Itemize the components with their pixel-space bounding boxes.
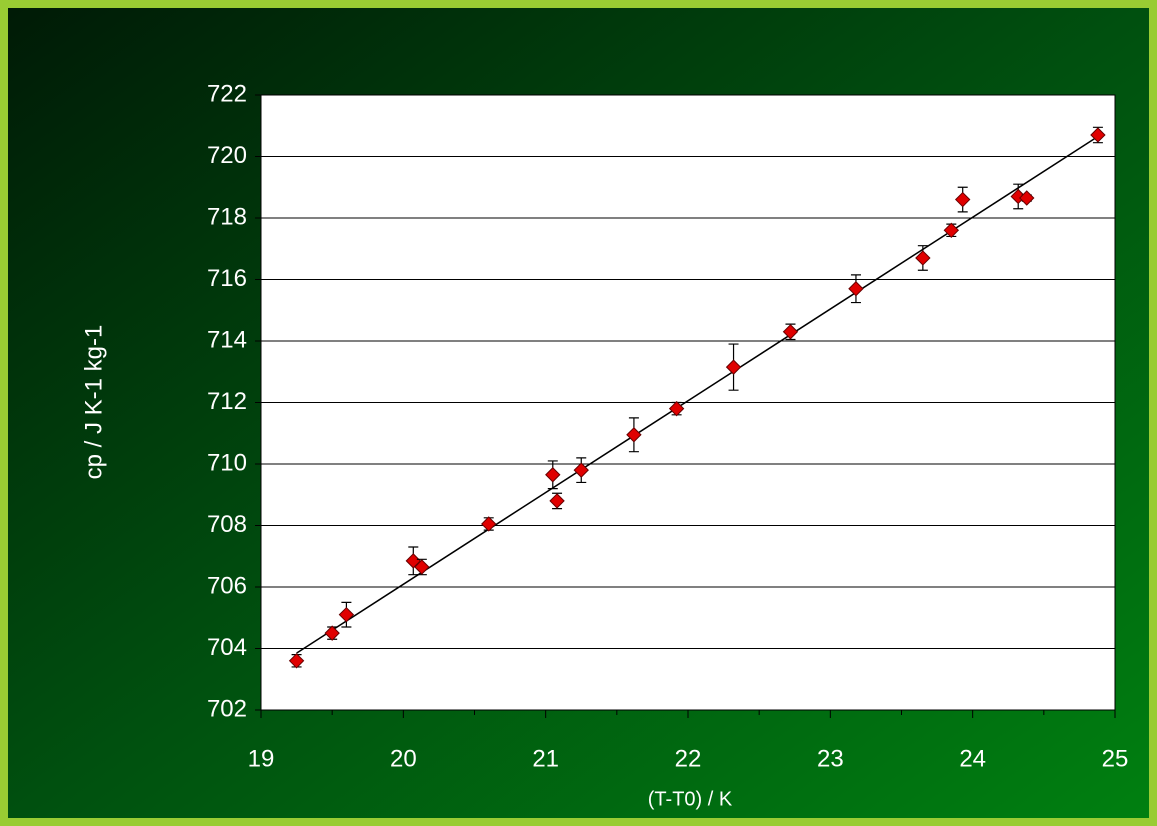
x-tick-label: 24 <box>959 745 986 772</box>
data-point <box>782 324 799 340</box>
y-tick-label: 704 <box>207 634 247 661</box>
fit-line <box>296 135 1099 654</box>
y-axis-label: cp / J K-1 kg-1 <box>80 325 107 480</box>
data-point <box>943 222 960 239</box>
data-point <box>848 281 864 297</box>
data-point <box>725 359 742 375</box>
y-tick-label: 720 <box>207 142 247 169</box>
y-tick-label: 702 <box>207 695 247 722</box>
x-tick-label: 22 <box>675 745 702 772</box>
plot-frame <box>260 94 1116 711</box>
data-point <box>915 250 931 266</box>
y-tick-label: 708 <box>207 511 247 538</box>
x-tick-label: 21 <box>532 745 559 772</box>
y-tick-label: 718 <box>207 203 247 230</box>
data-point <box>549 493 565 509</box>
data-point <box>288 653 305 669</box>
data-point <box>626 427 642 443</box>
data-point <box>954 191 971 208</box>
y-tick-label: 712 <box>207 388 247 415</box>
x-tick-label: 25 <box>1102 745 1129 772</box>
x-tick-label: 19 <box>248 745 275 772</box>
data-point <box>573 462 589 478</box>
data-point <box>1090 127 1106 143</box>
y-tick-label: 716 <box>207 265 247 292</box>
x-tick-label: 23 <box>817 745 844 772</box>
data-point <box>481 516 497 532</box>
data-point <box>338 606 355 623</box>
data-point <box>1019 190 1035 206</box>
y-tick-label: 710 <box>207 449 247 476</box>
y-tick-label: 714 <box>207 326 247 353</box>
y-tick-label: 706 <box>207 572 247 599</box>
y-tick-label: 722 <box>207 80 247 107</box>
data-point <box>545 467 561 483</box>
data-point <box>414 559 430 575</box>
x-axis-label: (T-T0) / K <box>648 788 733 810</box>
data-point <box>324 625 340 641</box>
x-tick-label: 20 <box>390 745 417 772</box>
data-point <box>668 400 685 417</box>
